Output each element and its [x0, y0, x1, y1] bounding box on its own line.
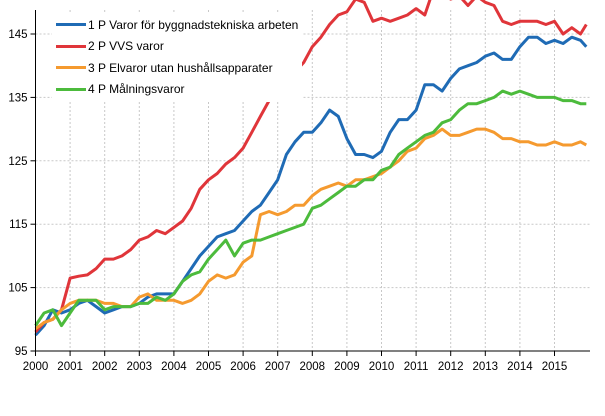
series-line-2 [34, 0, 588, 334]
x-tick-label: 2006 [230, 361, 256, 373]
legend: 1 P Varor för byggnadstekniska arbeten 2… [52, 12, 303, 102]
x-tick-label: 2013 [473, 361, 499, 373]
series-lines [34, 0, 588, 337]
legend-item-4: 4 P Målningsvaror [56, 79, 298, 101]
y-tick-label: 95 [15, 346, 28, 358]
y-tick-label: 135 [8, 92, 27, 104]
legend-swatch [56, 87, 86, 91]
x-tick-label: 2007 [265, 361, 291, 373]
y-tick-label: 115 [9, 219, 27, 231]
legend-item-2: 2 P VVS varor [56, 36, 298, 58]
legend-item-3: 3 P Elvaror utan hushållsapparater [56, 57, 298, 79]
legend-swatch [56, 44, 86, 48]
x-tick-label: 2004 [161, 361, 187, 373]
x-tick-label: 2014 [507, 361, 533, 373]
y-tick-label: 145 [8, 29, 27, 41]
x-tick-label: 2001 [57, 361, 83, 373]
x-tick-label: 2003 [127, 361, 153, 373]
axes: 9510511512513514515520002001200220032004… [8, 10, 590, 373]
legend-item-1: 1 P Varor för byggnadstekniska arbeten [56, 14, 298, 36]
x-tick-label: 2002 [92, 361, 118, 373]
legend-label: 2 P VVS varor [88, 39, 164, 54]
legend-swatch [56, 23, 86, 27]
x-tick-label: 2000 [23, 361, 49, 373]
y-tick-label: 125 [8, 156, 27, 168]
x-tick-label: 2011 [404, 361, 429, 373]
x-tick-label: 2010 [369, 361, 395, 373]
legend-label: 4 P Målningsvaror [88, 82, 185, 97]
x-tick-label: 2012 [438, 361, 464, 373]
x-tick-label: 2009 [334, 361, 360, 373]
series-line-4 [34, 89, 587, 328]
x-tick-label: 2015 [542, 361, 568, 373]
legend-swatch [56, 66, 86, 70]
x-tick-label: 2008 [300, 361, 326, 373]
x-tick-label: 2005 [196, 361, 222, 373]
legend-label: 1 P Varor för byggnadstekniska arbeten [88, 17, 299, 32]
legend-label: 3 P Elvaror utan hushållsapparater [88, 60, 273, 75]
y-tick-label: 105 [8, 283, 27, 295]
series-line-3 [34, 127, 588, 331]
